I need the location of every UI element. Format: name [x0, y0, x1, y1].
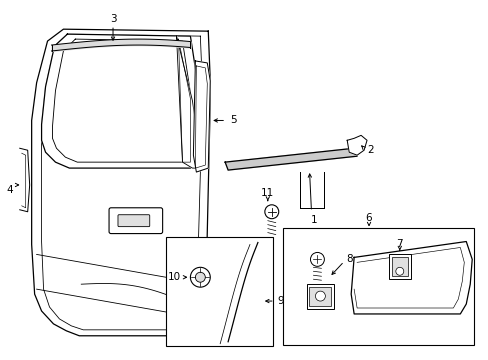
Polygon shape	[193, 61, 210, 172]
Text: 3: 3	[109, 14, 116, 24]
Text: 9: 9	[277, 296, 284, 306]
Text: 1: 1	[310, 215, 317, 225]
Bar	[309, 287, 331, 306]
Text: 6: 6	[365, 213, 371, 223]
Text: 10: 10	[167, 272, 180, 282]
Circle shape	[395, 267, 403, 275]
Polygon shape	[346, 135, 366, 155]
Text: 5: 5	[230, 116, 236, 126]
Circle shape	[315, 291, 325, 301]
Bar	[388, 255, 410, 279]
Bar	[391, 257, 407, 276]
Bar	[165, 237, 272, 346]
Text: 11: 11	[261, 188, 274, 198]
Bar	[306, 284, 334, 309]
Text: 8: 8	[345, 255, 352, 264]
Polygon shape	[20, 148, 30, 212]
Polygon shape	[176, 36, 200, 168]
Circle shape	[190, 267, 210, 287]
FancyBboxPatch shape	[118, 215, 149, 227]
Polygon shape	[41, 34, 200, 168]
Circle shape	[264, 205, 278, 219]
Text: 2: 2	[366, 145, 373, 155]
Circle shape	[310, 252, 324, 266]
Text: 7: 7	[396, 239, 402, 249]
Polygon shape	[32, 29, 210, 336]
Text: 4: 4	[6, 185, 13, 195]
Polygon shape	[350, 242, 471, 314]
FancyBboxPatch shape	[109, 208, 163, 234]
Circle shape	[195, 272, 205, 282]
Bar	[282, 228, 473, 345]
Polygon shape	[224, 148, 356, 170]
